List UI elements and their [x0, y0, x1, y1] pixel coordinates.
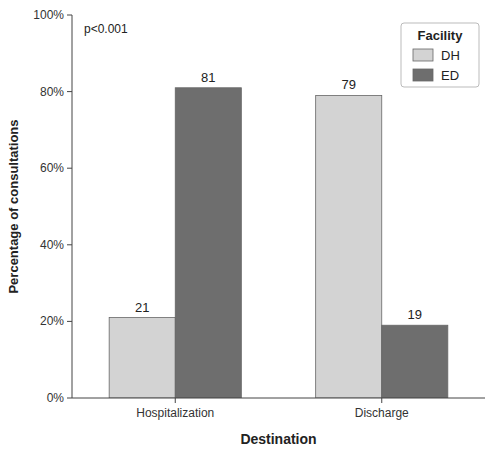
legend-swatch [413, 69, 433, 81]
data-label: 21 [135, 300, 149, 315]
x-axis-line [72, 398, 485, 399]
chart-container: 21 79 81 19 0% 20% 40% 60% 80% 100% Hospitalizatio… [0, 0, 500, 468]
data-label: 81 [201, 70, 215, 85]
legend-label: ED [441, 68, 459, 83]
x-axis-label: Destination [240, 431, 316, 447]
x-tick [175, 398, 176, 403]
y-tick [67, 398, 72, 399]
y-tick-label: 0% [47, 391, 65, 405]
y-tick-label: 100% [33, 8, 64, 22]
x-tick-label: Discharge [355, 406, 409, 420]
y-tick [67, 91, 72, 92]
y-tick [67, 244, 72, 245]
bar [175, 88, 241, 398]
bar [382, 325, 448, 398]
x-tick [381, 398, 382, 403]
chart: 21 79 81 19 0% 20% 40% 60% 80% 100% Hospitalizatio… [0, 0, 500, 468]
annotation: p<0.001 [84, 22, 128, 36]
y-axis-label: Percentage of consultations [6, 119, 21, 293]
y-tick-label: 60% [40, 161, 64, 175]
y-tick [67, 15, 72, 16]
data-labels: 21 79 81 19 [135, 70, 422, 322]
y-tick [67, 321, 72, 322]
legend-box [401, 23, 479, 87]
y-tick-label: 40% [40, 238, 64, 252]
legend-swatch [413, 49, 433, 61]
x-tick-label: Hospitalization [136, 406, 214, 420]
legend-label: DH [441, 48, 460, 63]
y-tick-label: 80% [40, 85, 64, 99]
y-axis-line [72, 15, 73, 398]
data-label: 79 [341, 77, 355, 92]
bars [109, 88, 448, 398]
legend-title: Facility [418, 28, 464, 43]
bar [109, 318, 175, 398]
y-tick [67, 168, 72, 169]
y-tick-label: 20% [40, 314, 64, 328]
bar [316, 95, 382, 398]
legend: Facility DH ED [401, 23, 479, 87]
data-label: 19 [408, 307, 422, 322]
